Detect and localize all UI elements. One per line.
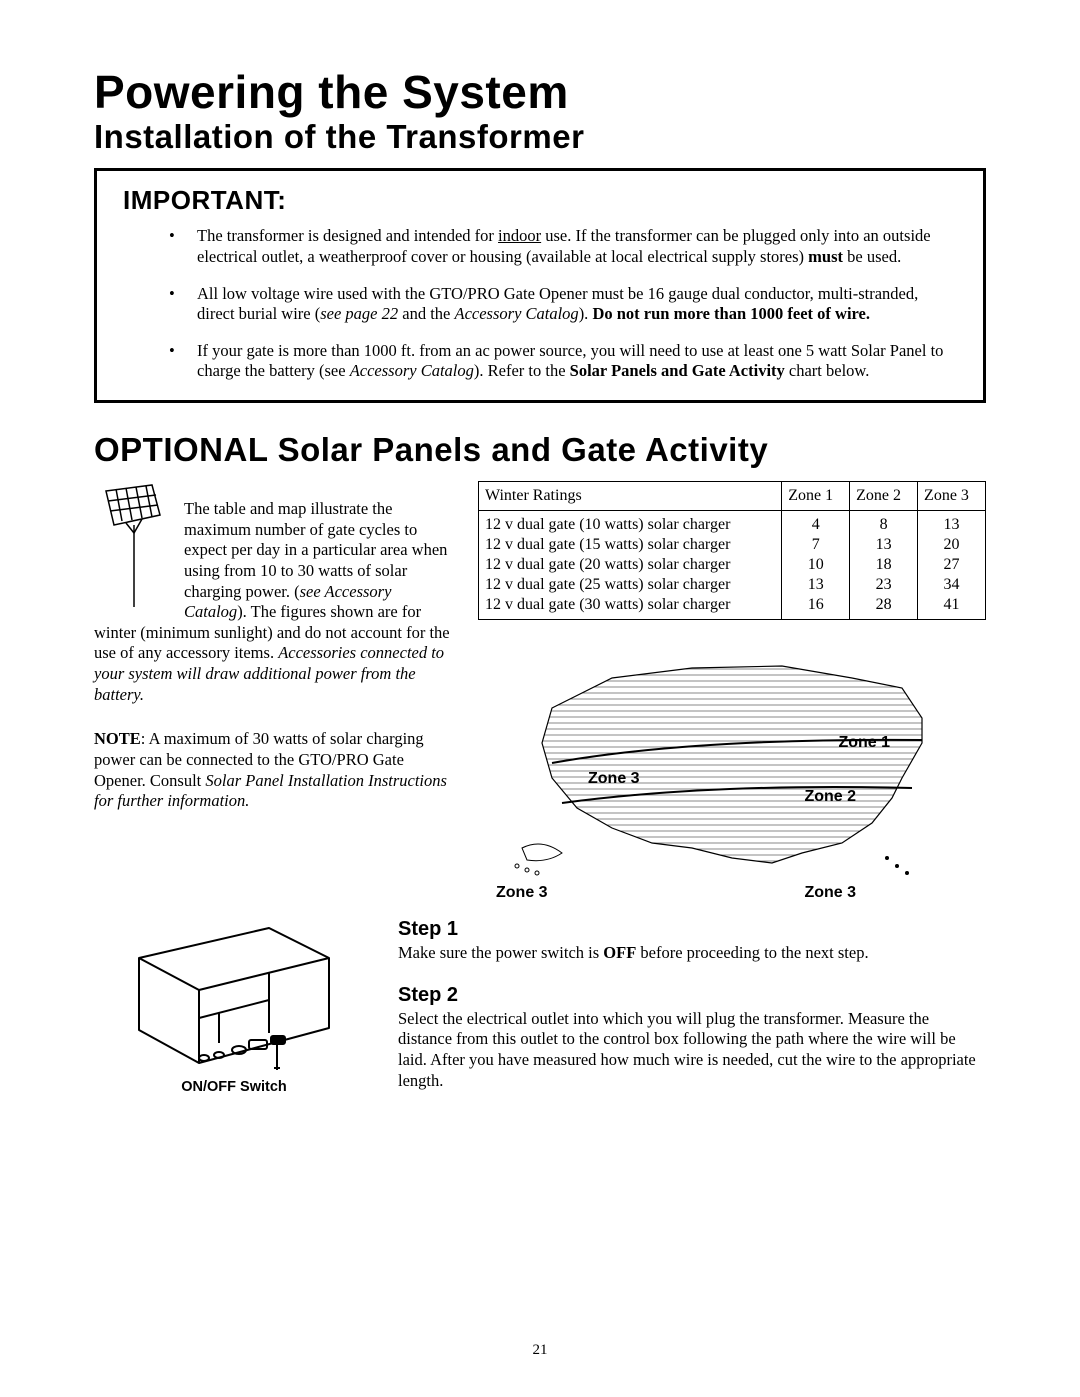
step-1-heading: Step 1 [398, 918, 986, 941]
ratings-table: Winter Ratings Zone 1 Zone 2 Zone 3 12 v… [478, 481, 986, 620]
text-italic: Accessory Catalog [455, 304, 579, 323]
onoff-switch-label: ON/OFF Switch [94, 1079, 374, 1095]
map-svg [478, 648, 986, 908]
steps-text-column: Step 1 Make sure the power switch is OFF… [398, 918, 986, 1111]
text-bold: OFF [603, 943, 636, 962]
table-cell: 28 [850, 595, 918, 620]
text-bold: must [808, 247, 843, 266]
text-bold: Do not run more than 1000 feet of wire. [592, 304, 870, 323]
table-cell: 18 [850, 555, 918, 575]
solar-note-text: NOTE: A maximum of 30 watts of solar cha… [94, 729, 456, 812]
important-item: If your gate is more than 1000 ft. from … [169, 341, 957, 382]
table-cell: 27 [918, 555, 986, 575]
text: be used. [843, 247, 901, 266]
table-row: 12 v dual gate (10 watts) solar charger4… [479, 511, 986, 536]
table-cell: 4 [782, 511, 850, 536]
solar-panel-icon [94, 481, 174, 611]
table-header-cell: Zone 2 [850, 482, 918, 511]
text: The transformer is designed and intended… [197, 226, 498, 245]
solar-right-column: Winter Ratings Zone 1 Zone 2 Zone 3 12 v… [474, 477, 986, 908]
text: Make sure the power switch is [398, 943, 603, 962]
zone-label: Zone 3 [588, 770, 640, 788]
table-cell: 13 [782, 575, 850, 595]
zone-label: Zone 2 [804, 788, 856, 806]
table-cell: 12 v dual gate (10 watts) solar charger [479, 511, 782, 536]
table-cell: 23 [850, 575, 918, 595]
table-cell: 20 [918, 535, 986, 555]
table-header-cell: Zone 1 [782, 482, 850, 511]
table-row: 12 v dual gate (25 watts) solar charger1… [479, 575, 986, 595]
table-header-row: Winter Ratings Zone 1 Zone 2 Zone 3 [479, 482, 986, 511]
page-subtitle: Installation of the Transformer [94, 118, 986, 156]
table-cell: 12 v dual gate (15 watts) solar charger [479, 535, 782, 555]
table-row: 12 v dual gate (15 watts) solar charger7… [479, 535, 986, 555]
text: ). [579, 304, 593, 323]
important-item: All low voltage wire used with the GTO/P… [169, 284, 957, 325]
zone-label: Zone 3 [804, 884, 856, 902]
table-cell: 10 [782, 555, 850, 575]
text-bold: Solar Panels and Gate Activity [570, 361, 785, 380]
table-row: 12 v dual gate (20 watts) solar charger1… [479, 555, 986, 575]
text: and the [398, 304, 454, 323]
table-cell: 8 [850, 511, 918, 536]
steps-section: ON/OFF Switch Step 1 Make sure the power… [94, 918, 986, 1111]
control-box-icon [119, 918, 349, 1078]
page-number: 21 [0, 1342, 1080, 1359]
important-list: The transformer is designed and intended… [123, 226, 957, 382]
text-italic: see page 22 [320, 304, 398, 323]
table-cell: 16 [782, 595, 850, 620]
zone-label: Zone 3 [496, 884, 548, 902]
control-box-column: ON/OFF Switch [94, 918, 374, 1111]
table-cell: 12 v dual gate (25 watts) solar charger [479, 575, 782, 595]
text-underlined: indoor [498, 226, 541, 245]
text: ). Refer to the [474, 361, 570, 380]
step-1-body: Make sure the power switch is OFF before… [398, 943, 986, 964]
page-title: Powering the System [94, 68, 986, 116]
important-item: The transformer is designed and intended… [169, 226, 957, 267]
table-row: 12 v dual gate (30 watts) solar charger1… [479, 595, 986, 620]
solar-section: The table and map illustrate the maximum… [94, 477, 986, 908]
text-bold: NOTE [94, 729, 141, 748]
text: chart below. [785, 361, 870, 380]
table-cell: 41 [918, 595, 986, 620]
table-cell: 34 [918, 575, 986, 595]
text: before proceeding to the next step. [636, 943, 868, 962]
table-header-cell: Winter Ratings [479, 482, 782, 511]
solar-left-column: The table and map illustrate the maximum… [94, 477, 474, 908]
table-cell: 12 v dual gate (20 watts) solar charger [479, 555, 782, 575]
table-body: 12 v dual gate (10 watts) solar charger4… [479, 511, 986, 620]
step-2-heading: Step 2 [398, 984, 986, 1007]
important-heading: Important: [123, 185, 957, 216]
important-box: Important: The transformer is designed a… [94, 168, 986, 403]
step-2-body: Select the electrical outlet into which … [398, 1009, 986, 1092]
table-header-cell: Zone 3 [918, 482, 986, 511]
text-italic: Accessory Catalog [350, 361, 474, 380]
table-cell: 13 [918, 511, 986, 536]
table-cell: 12 v dual gate (30 watts) solar charger [479, 595, 782, 620]
us-zone-map: Zone 1 Zone 2 Zone 3 Zone 3 Zone 3 [478, 648, 986, 908]
optional-heading: OPTIONAL Solar Panels and Gate Activity [94, 431, 986, 469]
table-cell: 13 [850, 535, 918, 555]
table-cell: 7 [782, 535, 850, 555]
zone-label: Zone 1 [838, 734, 890, 752]
